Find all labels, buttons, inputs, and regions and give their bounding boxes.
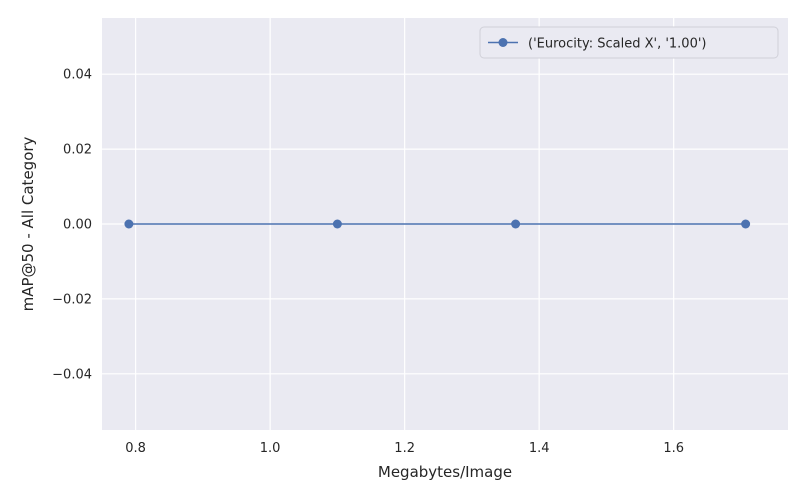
legend-label: ('Eurocity: Scaled X', '1.00')	[528, 37, 707, 52]
x-tick-label: 1.0	[260, 441, 281, 456]
data-point	[741, 219, 751, 229]
y-tick-label: −0.02	[52, 292, 92, 307]
data-point	[332, 219, 342, 229]
legend-box	[479, 26, 779, 59]
y-tick-label: −0.04	[52, 367, 92, 382]
y-tick-label: 0.02	[63, 143, 92, 158]
x-axis-label: Megabytes/Image	[378, 463, 512, 481]
data-point	[124, 219, 134, 229]
legend: ('Eurocity: Scaled X', '1.00')	[479, 26, 779, 59]
data-point	[511, 219, 521, 229]
y-axis-label: mAP@50 - All Category	[19, 136, 37, 311]
x-tick-label: 1.6	[663, 441, 684, 456]
y-tick-label: 0.00	[63, 218, 92, 233]
series-layer	[124, 219, 751, 229]
x-tick-labels: 0.8 1.0 1.2 1.4 1.6	[125, 441, 684, 456]
x-tick-label: 0.8	[125, 441, 146, 456]
x-tick-label: 1.4	[529, 441, 550, 456]
y-tick-label: 0.04	[63, 68, 92, 83]
x-tick-label: 1.2	[394, 441, 415, 456]
legend-marker	[498, 38, 508, 47]
y-tick-labels: −0.04 −0.02 0.00 0.02 0.04	[52, 68, 92, 383]
